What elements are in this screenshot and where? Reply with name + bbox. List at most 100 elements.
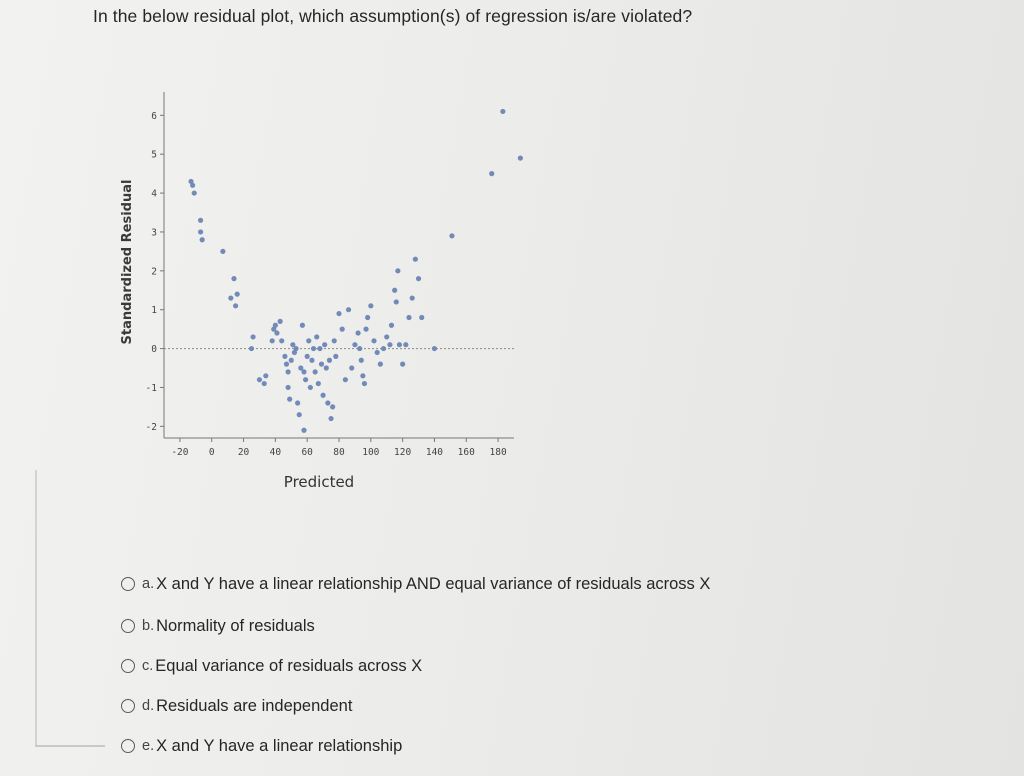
data-point: [339, 326, 345, 332]
option-a-letter: a.: [142, 576, 155, 592]
y-tick-label: -1: [146, 383, 158, 394]
data-point: [406, 314, 412, 321]
data-point: [232, 303, 239, 309]
data-point: [295, 400, 301, 406]
data-point: [365, 314, 371, 321]
data-point: [302, 377, 309, 383]
data-point: [197, 217, 204, 223]
data-point: [269, 338, 275, 344]
data-point: [325, 400, 331, 406]
data-point: [299, 322, 306, 328]
data-point: [314, 334, 320, 340]
y-tick-label: 6: [151, 111, 157, 122]
data-point: [355, 330, 361, 336]
data-point: [419, 314, 425, 321]
y-tick-label: 1: [151, 305, 157, 316]
radio-button-a[interactable]: [121, 577, 135, 591]
plot-axes: [163, 92, 514, 439]
data-point: [449, 233, 455, 239]
x-tick-label: -20: [171, 447, 188, 458]
data-point: [387, 342, 393, 348]
data-point: [315, 380, 321, 387]
x-tick-label: 0: [209, 447, 215, 458]
data-point: [287, 396, 293, 402]
data-point: [306, 338, 312, 344]
data-point: [377, 361, 383, 367]
data-point: [277, 318, 283, 324]
radio-button-e[interactable]: [121, 739, 135, 753]
data-point: [412, 256, 418, 262]
data-point: [199, 237, 205, 243]
option-b[interactable]: b. Normality of residuals: [121, 614, 315, 638]
data-point: [301, 427, 307, 433]
data-point: [380, 345, 387, 352]
data-point: [282, 353, 288, 359]
data-point: [188, 178, 194, 185]
option-a[interactable]: a. X and Y have a linear relationship AN…: [121, 572, 710, 596]
data-point: [301, 369, 307, 375]
x-tick-label: 20: [238, 447, 250, 458]
x-axis-label: Predicted: [284, 473, 354, 491]
data-point: [272, 322, 278, 328]
data-point: [312, 369, 318, 375]
data-point: [190, 182, 196, 188]
data-point: [330, 404, 336, 410]
data-point: [248, 345, 255, 352]
data-point: [371, 338, 377, 344]
data-points: [188, 108, 523, 433]
data-point: [263, 373, 269, 379]
data-point: [331, 338, 337, 344]
x-tick-label: 80: [333, 447, 345, 458]
data-point: [250, 334, 256, 340]
option-c-letter: c.: [142, 658, 154, 674]
data-point: [403, 342, 409, 348]
x-tick-label: 140: [426, 447, 443, 458]
y-tick-label: 3: [151, 227, 157, 238]
x-tick-label: 60: [301, 447, 313, 458]
option-a-text: X and Y have a linear relationship AND e…: [156, 574, 711, 593]
data-point: [393, 299, 399, 305]
data-point: [322, 342, 328, 348]
y-tick-label: -2: [146, 422, 157, 433]
x-tick-label: 160: [458, 447, 475, 458]
option-c[interactable]: c. Equal variance of residuals across X: [121, 654, 422, 678]
data-point: [293, 345, 299, 352]
data-point: [431, 345, 438, 352]
option-e[interactable]: e. X and Y have a linear relationship: [121, 734, 402, 758]
data-point: [197, 229, 204, 235]
data-point: [317, 345, 323, 352]
y-tick-label: 4: [151, 189, 157, 200]
data-point: [304, 353, 310, 359]
data-point: [361, 380, 368, 387]
radio-button-b[interactable]: [121, 619, 135, 633]
data-point: [384, 334, 390, 340]
data-point: [274, 330, 280, 336]
radio-button-d[interactable]: [121, 699, 135, 713]
data-point: [368, 303, 374, 309]
option-d-text: Residuals are independent: [156, 696, 353, 715]
data-point: [320, 392, 326, 398]
data-point: [231, 276, 237, 282]
data-point: [291, 349, 298, 356]
data-point: [336, 310, 342, 317]
data-point: [290, 342, 296, 348]
data-point: [363, 326, 369, 332]
data-point: [279, 338, 285, 344]
data-point: [349, 365, 355, 371]
data-point: [261, 380, 267, 387]
data-point: [342, 377, 348, 383]
data-point: [395, 268, 401, 274]
data-point: [285, 384, 291, 391]
option-e-letter: e.: [142, 738, 155, 754]
radio-button-c[interactable]: [121, 659, 135, 673]
y-tick-label: 0: [151, 344, 157, 355]
option-d[interactable]: d. Residuals are independent: [121, 694, 352, 718]
data-point: [489, 171, 495, 177]
data-point: [333, 353, 339, 359]
data-point: [228, 295, 234, 301]
data-point: [328, 415, 334, 422]
data-point: [517, 155, 523, 161]
data-point: [271, 326, 277, 332]
data-point: [392, 287, 398, 293]
x-tick-label: 100: [362, 447, 379, 458]
